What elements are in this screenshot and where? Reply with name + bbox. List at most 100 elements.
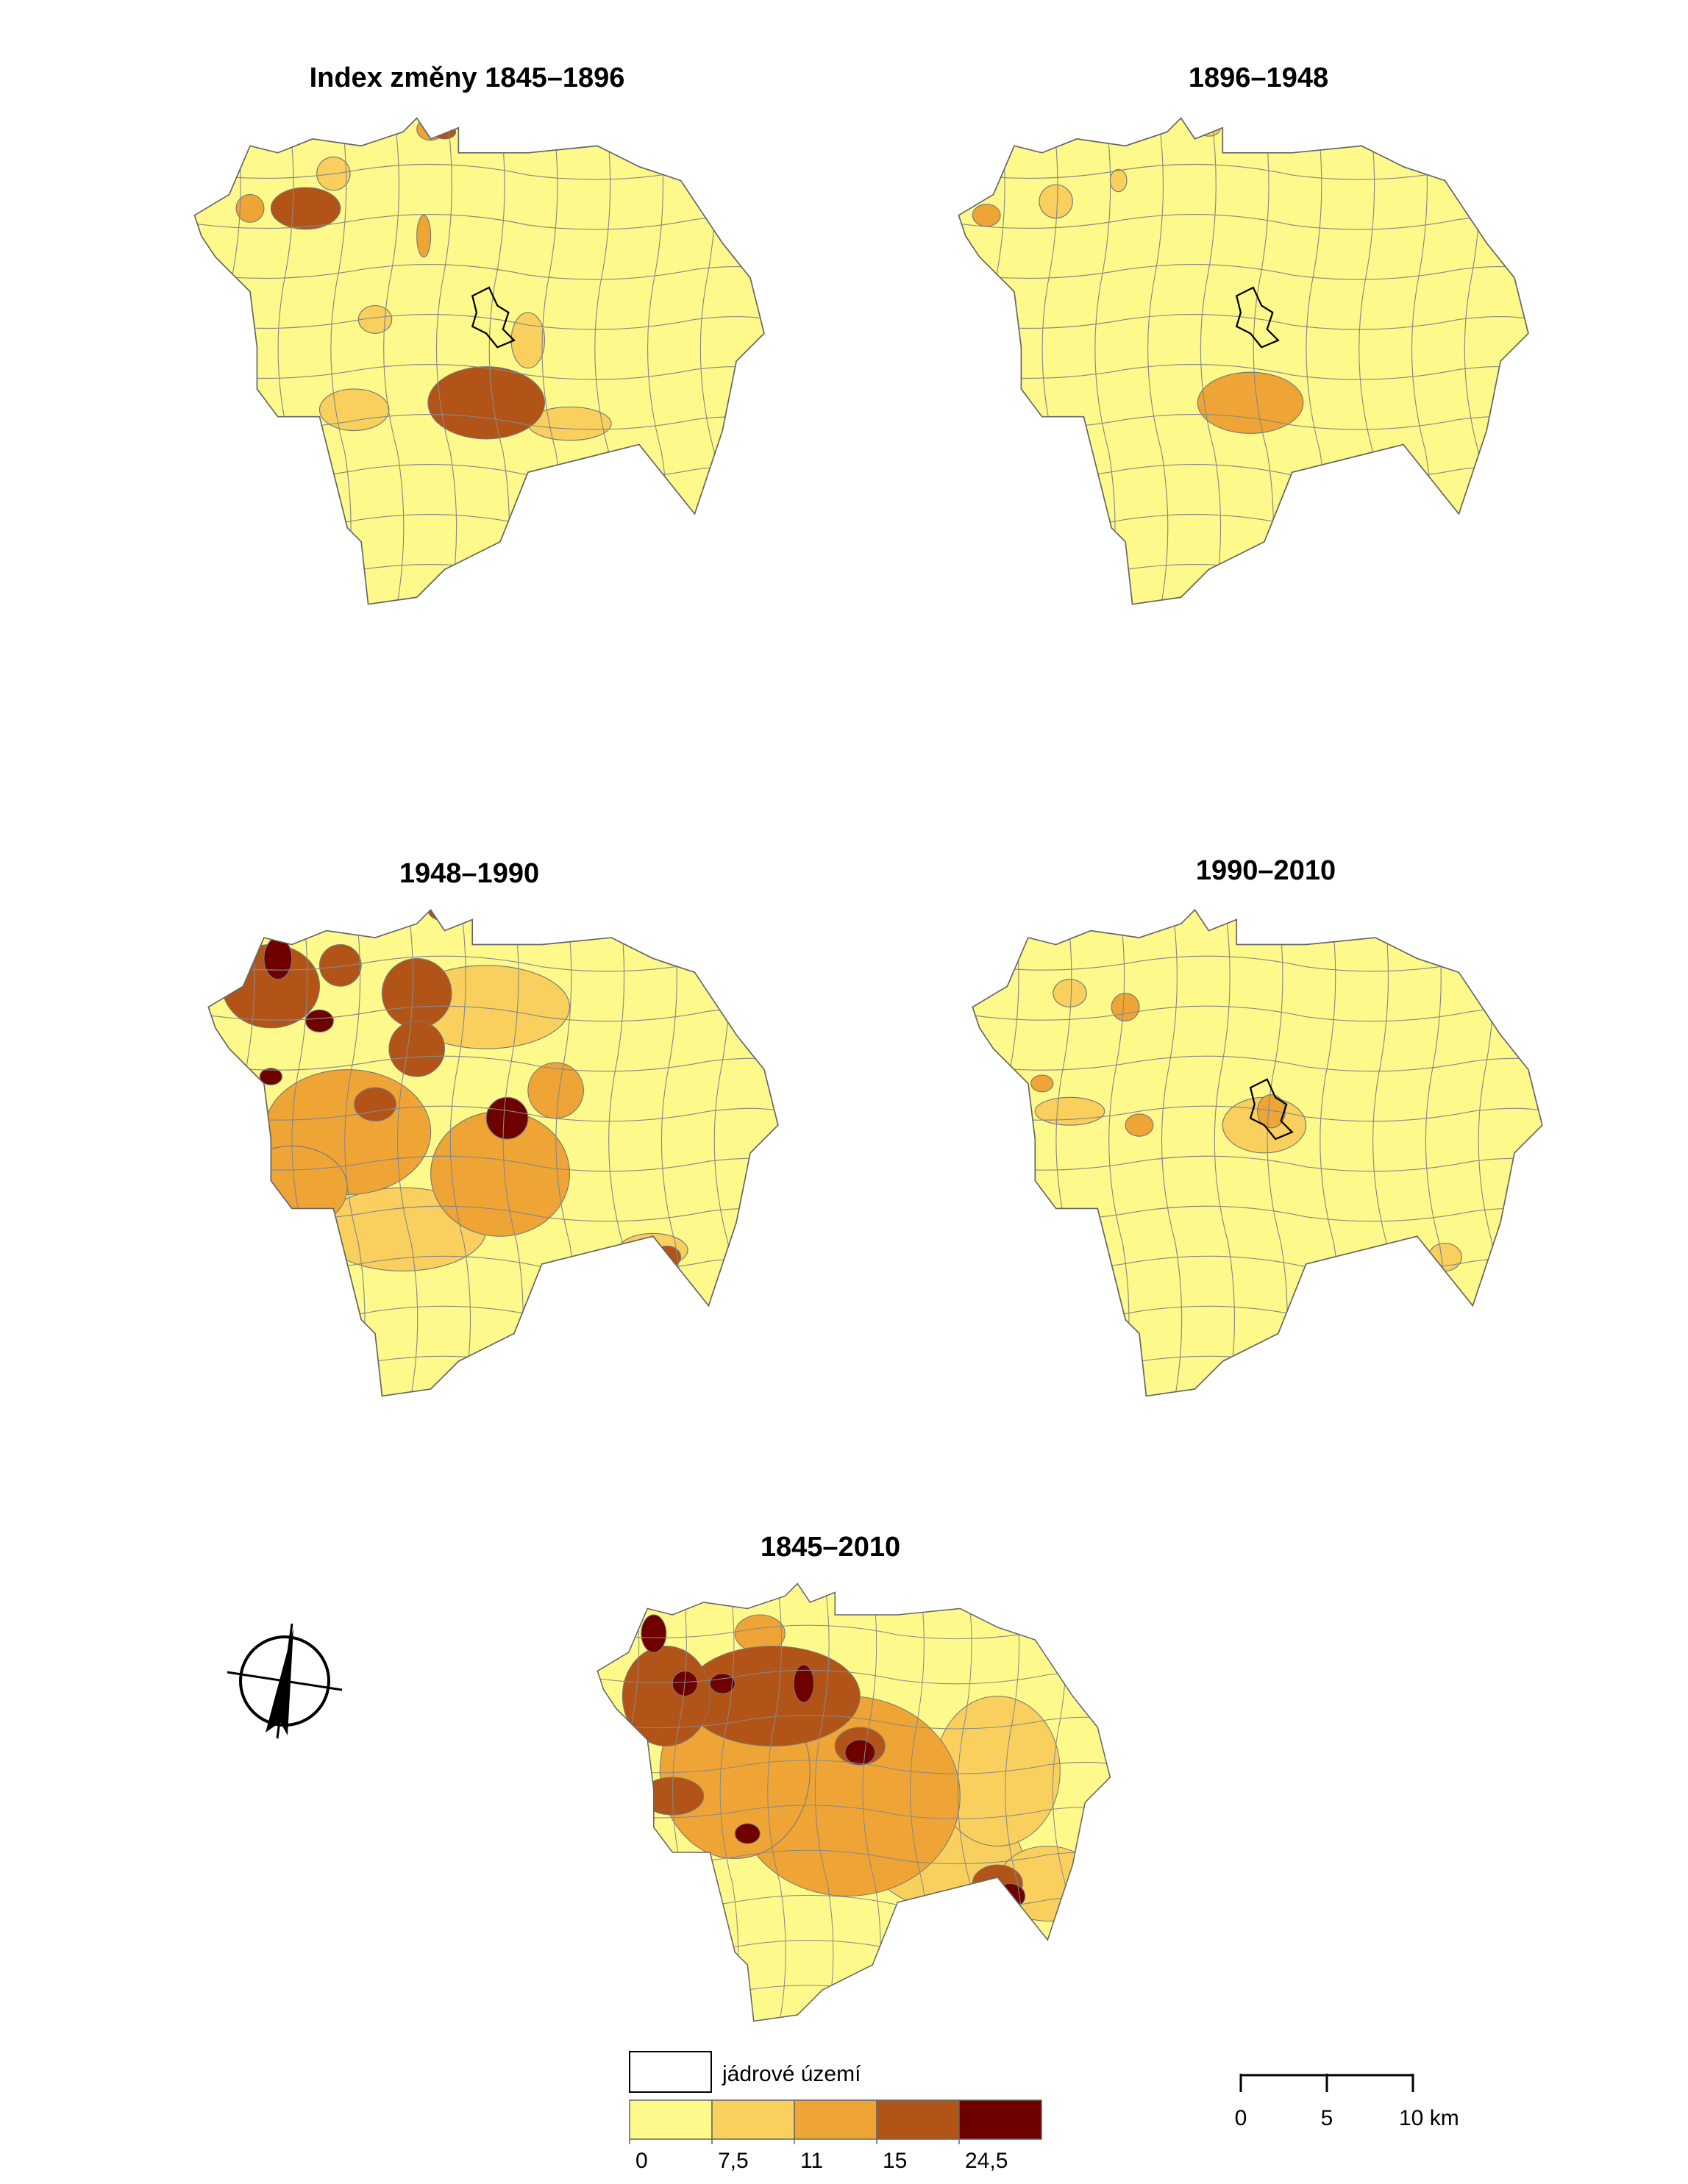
border — [958, 313, 1528, 330]
region — [235, 1145, 348, 1230]
region — [305, 1009, 334, 1033]
legend-break-label: 7,5 — [718, 2149, 749, 2173]
scale-label: 10 km — [1399, 2106, 1459, 2130]
border — [958, 363, 1528, 380]
scale-label: 5 — [1321, 2106, 1333, 2130]
region — [1053, 979, 1087, 1008]
map — [958, 117, 1529, 605]
region — [641, 1614, 667, 1653]
border — [194, 313, 764, 330]
border — [958, 213, 1528, 230]
border — [972, 1005, 1542, 1022]
border — [597, 1715, 1111, 1730]
border — [1214, 910, 1236, 1396]
region — [972, 204, 1001, 227]
map-title: 1990–2010 — [1196, 855, 1336, 886]
region — [527, 1062, 584, 1119]
border — [972, 1355, 1542, 1372]
border — [1200, 118, 1222, 604]
region — [235, 193, 265, 223]
border — [597, 1805, 1111, 1819]
legend-class — [876, 2099, 960, 2140]
region — [427, 366, 546, 440]
legend-break-label: 11 — [800, 2149, 823, 2173]
legend-class — [958, 2099, 1042, 2140]
region — [485, 1096, 529, 1140]
region — [357, 305, 393, 334]
border — [194, 363, 764, 380]
region — [318, 943, 362, 987]
legend-class — [629, 2099, 713, 2140]
region — [1111, 993, 1140, 1021]
region — [354, 1087, 396, 1121]
region — [259, 1068, 283, 1085]
border — [597, 1985, 1111, 1999]
region — [1030, 1074, 1054, 1093]
region — [1256, 1093, 1286, 1129]
border — [972, 1055, 1542, 1072]
border — [208, 1155, 778, 1172]
border — [767, 1583, 786, 2021]
map-title: Index změny 1845–1896 — [310, 63, 625, 93]
legend-class — [711, 2099, 795, 2140]
core-area — [471, 286, 516, 349]
map-title: 1845–2010 — [761, 1532, 900, 1563]
region — [709, 1673, 736, 1694]
region — [388, 1020, 446, 1077]
core-area — [1235, 286, 1280, 349]
region — [427, 910, 462, 921]
map-title: 1896–1948 — [1189, 63, 1328, 93]
border — [396, 910, 419, 1396]
legend-class — [794, 2099, 877, 2140]
border — [383, 118, 405, 604]
legend-break-label: 15 — [883, 2149, 907, 2173]
border — [208, 1005, 778, 1022]
region-base — [194, 118, 764, 604]
region — [510, 312, 546, 369]
border — [435, 118, 457, 604]
legend-break-label: 0 — [635, 2149, 648, 2173]
region — [416, 215, 432, 258]
border — [597, 1760, 1111, 1774]
border — [194, 213, 764, 230]
border — [194, 263, 764, 280]
border — [208, 1355, 778, 1372]
region — [1197, 371, 1304, 434]
north-arrow — [227, 1623, 343, 1739]
map — [193, 117, 765, 605]
region — [684, 1645, 861, 1746]
legend-break-label: 24,5 — [965, 2149, 1008, 2173]
border — [1161, 910, 1183, 1396]
core-area — [1249, 1078, 1294, 1141]
region — [734, 1823, 761, 1844]
regions — [208, 910, 778, 1396]
border — [972, 1105, 1542, 1122]
region — [1034, 1096, 1105, 1126]
region — [622, 1645, 711, 1746]
region — [1039, 184, 1073, 219]
map — [207, 909, 779, 1397]
region — [1109, 168, 1128, 193]
scale-label: 0 — [1235, 2106, 1247, 2130]
border — [208, 1055, 778, 1072]
border — [958, 263, 1528, 280]
region — [270, 187, 341, 230]
region — [793, 1664, 814, 1703]
core-area-key — [629, 2051, 712, 2093]
region — [844, 1739, 876, 1766]
region — [381, 957, 452, 1029]
border — [958, 564, 1528, 580]
region — [1125, 1113, 1154, 1137]
border — [972, 1155, 1542, 1172]
border — [814, 1583, 834, 2021]
legend-label: jádrové území — [722, 2062, 861, 2086]
region — [1197, 121, 1221, 137]
region — [318, 388, 390, 432]
map — [972, 909, 1543, 1397]
map — [597, 1582, 1111, 2022]
border — [208, 1105, 778, 1122]
border — [449, 910, 471, 1396]
map-title: 1948–1990 — [399, 858, 539, 889]
border — [1147, 118, 1169, 604]
